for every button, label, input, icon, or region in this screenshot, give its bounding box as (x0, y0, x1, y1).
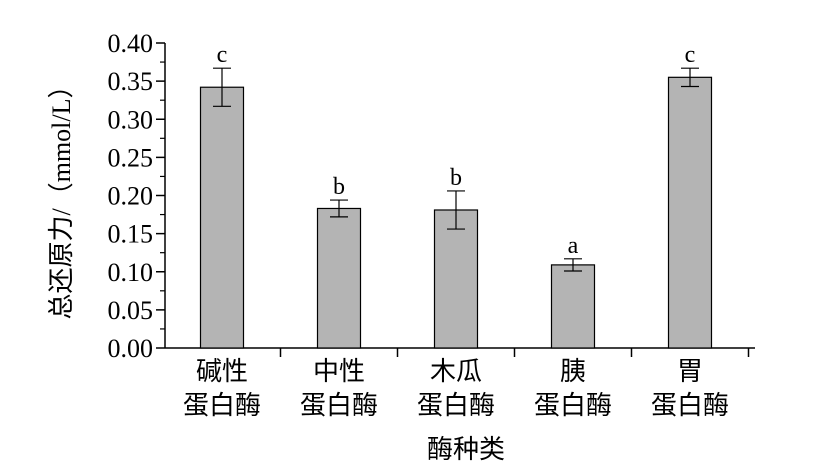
x-category-label: 中性 (313, 357, 365, 386)
x-category-label: 碱性 (196, 357, 248, 386)
x-category-label: 蛋白酶 (183, 391, 261, 420)
bar-2 (316, 207, 362, 349)
x-category-label: 胰 (560, 357, 586, 386)
y-tick-label: 0.30 (108, 105, 154, 134)
plot-area: 0.00 0.05 0.10 0.15 0.20 0.25 0.30 0.35 0.40 c 碱性蛋… (108, 29, 755, 420)
bar-3 (433, 209, 479, 349)
significance-label-2: b (333, 174, 345, 200)
bar-5 (667, 76, 713, 349)
x-category-label: 木瓜 (430, 357, 482, 386)
x-category-label: 蛋白酶 (651, 391, 729, 420)
x-category-label: 胃 (677, 357, 703, 386)
x-category-label: 蛋白酶 (417, 391, 495, 420)
y-tick-label: 0.40 (108, 29, 154, 58)
y-tick-label: 0.05 (108, 296, 154, 325)
significance-label-5: c (685, 42, 696, 68)
y-tick-label: 0.15 (108, 220, 154, 249)
y-tick-label: 0.00 (108, 334, 154, 363)
significance-label-4: a (568, 233, 579, 259)
bar-1 (199, 86, 245, 349)
x-category-label: 蛋白酶 (300, 391, 378, 420)
significance-label-3: b (450, 165, 462, 191)
bar-4 (550, 264, 596, 349)
y-tick-label: 0.25 (108, 143, 154, 172)
y-tick-label: 0.35 (108, 67, 154, 96)
y-axis-title: 总还原力/（mmol/L） (47, 72, 76, 319)
x-axis-title: 酶种类 (427, 435, 505, 464)
x-category-label: 蛋白酶 (534, 391, 612, 420)
y-tick-label: 0.10 (108, 258, 154, 287)
significance-label-1: c (217, 42, 228, 68)
y-tick-label: 0.20 (108, 182, 154, 211)
